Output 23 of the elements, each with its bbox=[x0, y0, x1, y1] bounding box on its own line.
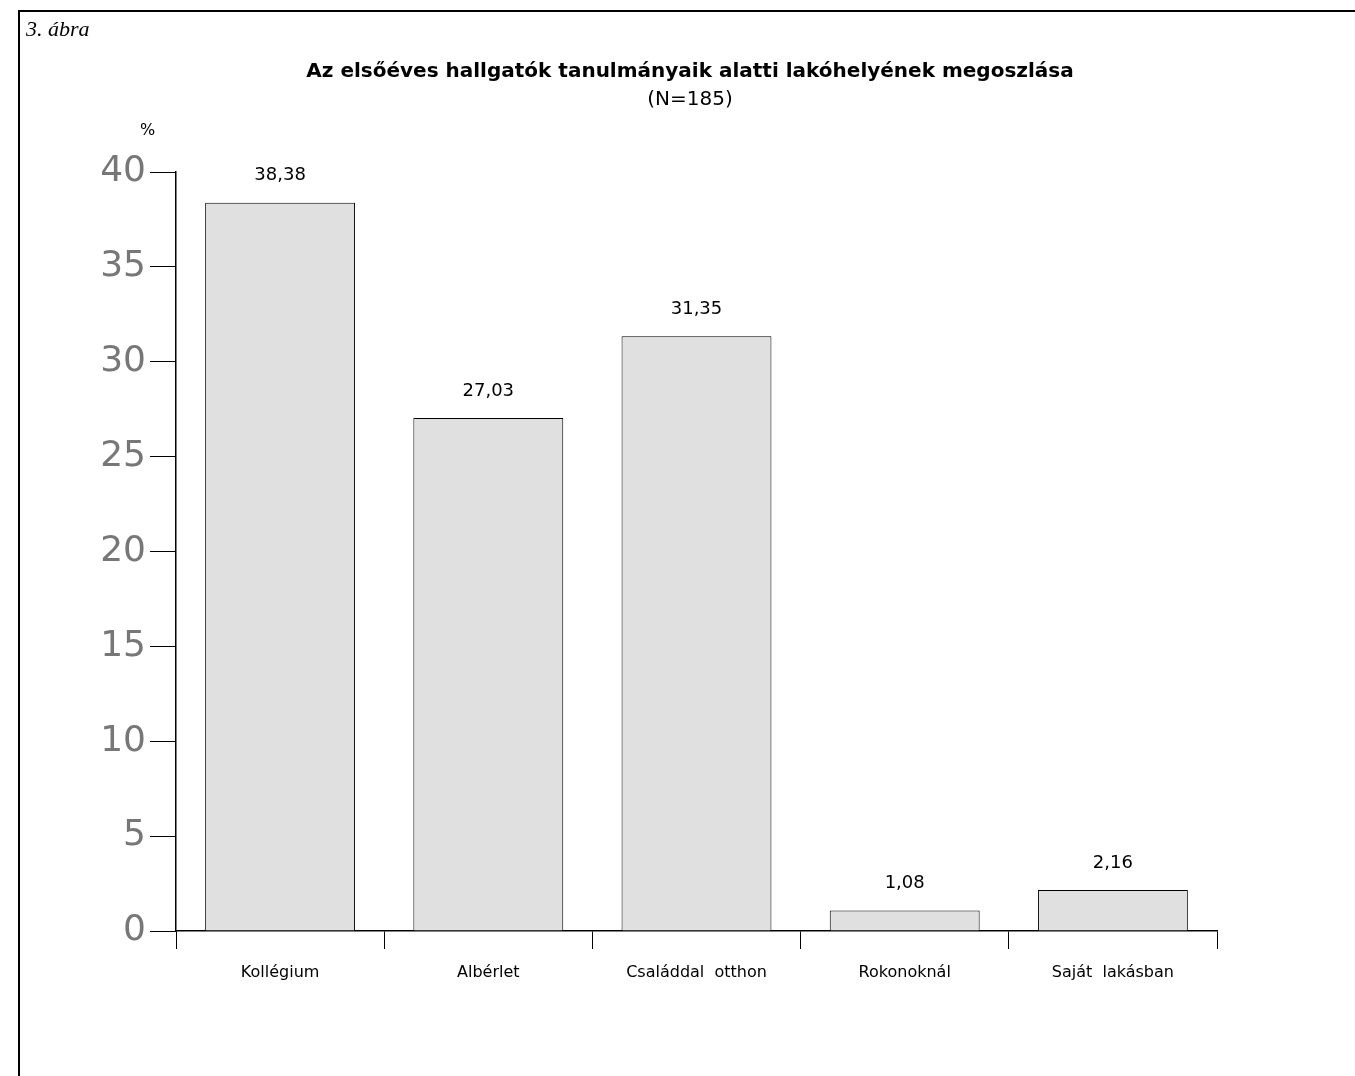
y-tick-label: 35 bbox=[100, 243, 146, 285]
data-label: 2,16 bbox=[1092, 850, 1133, 872]
chart-subtitle: (N=185) bbox=[646, 86, 734, 110]
x-tick-label: Rokonoknál bbox=[858, 961, 951, 981]
y-tick-label: 0 bbox=[123, 907, 146, 949]
y-tick-label: 30 bbox=[100, 338, 146, 380]
data-label: 38,38 bbox=[254, 163, 306, 185]
x-tick-label: Albérlet bbox=[457, 961, 520, 981]
y-tick-label: 10 bbox=[100, 717, 146, 759]
y-tick-label: 5 bbox=[123, 812, 146, 854]
x-tick-label: Saját lakásban bbox=[1051, 961, 1174, 981]
y-tick-label: 40 bbox=[100, 148, 146, 190]
data-label: 31,35 bbox=[670, 296, 723, 318]
x-tick-label: Családdal otthon bbox=[626, 961, 767, 981]
y-tick-label: 15 bbox=[100, 622, 146, 664]
text: 3. ábra bbox=[26, 16, 90, 42]
x-tick-label: Kollégium bbox=[240, 961, 320, 981]
data-label: 27,03 bbox=[462, 378, 515, 400]
y-axis-title: % bbox=[140, 120, 156, 139]
chart-title: Az elsőéves hallgatók tanulmányaik alatti lakóhelyének megoszlása bbox=[305, 58, 1075, 82]
y-tick-label: 20 bbox=[100, 527, 146, 569]
data-label: 1,08 bbox=[884, 871, 925, 893]
y-tick-label: 25 bbox=[100, 432, 146, 474]
